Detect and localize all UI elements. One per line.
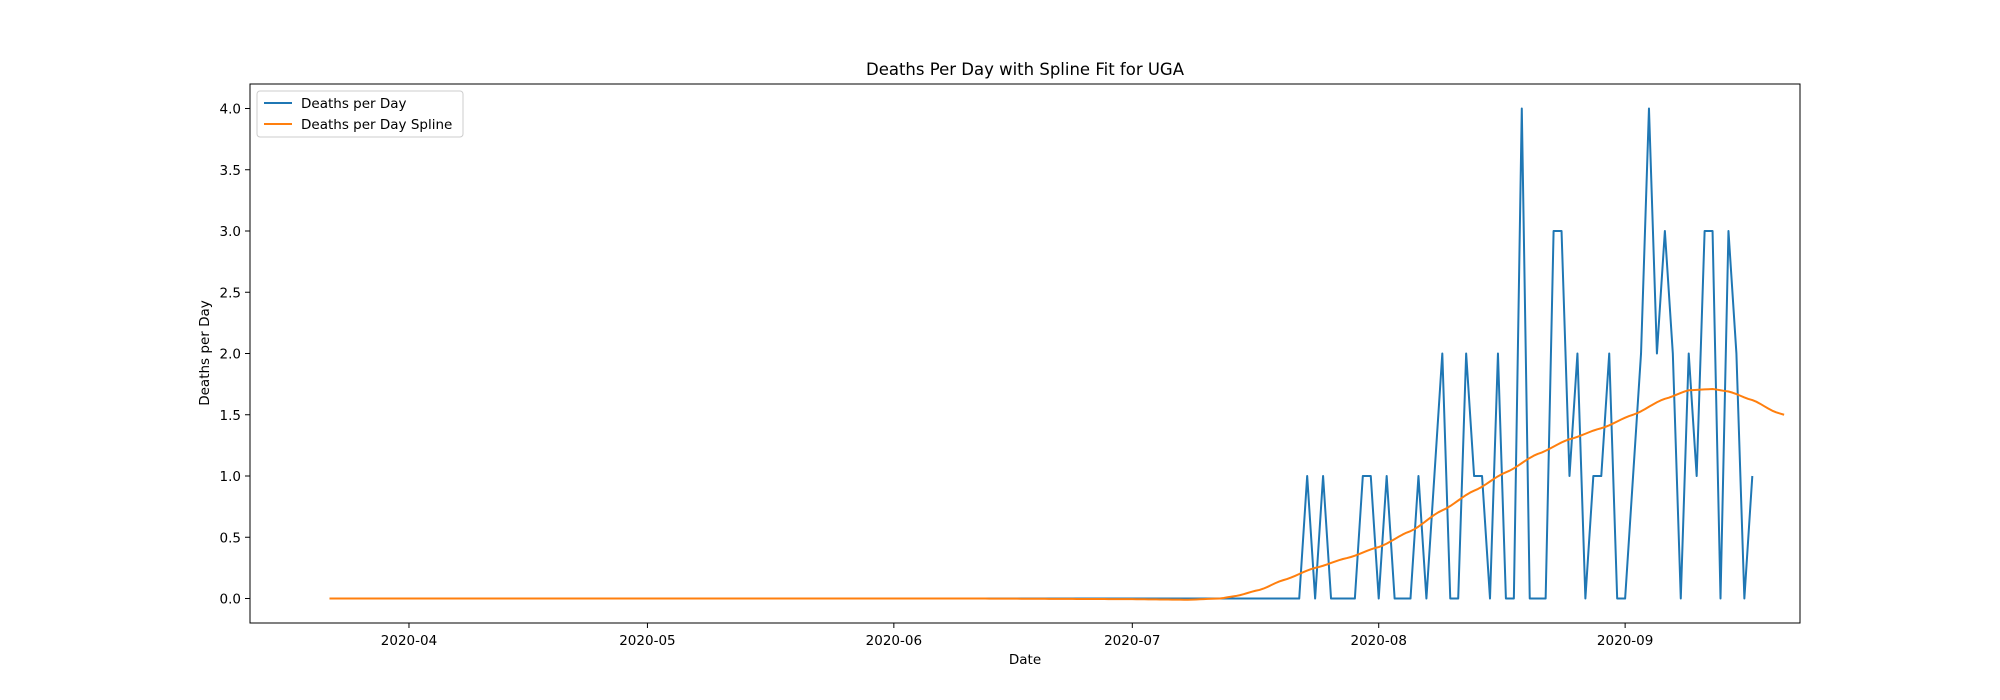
x-tick-label: 2020-09 xyxy=(1597,633,1653,649)
x-tick-label: 2020-07 xyxy=(1104,633,1160,649)
legend-label-spline: Deaths per Day Spline xyxy=(301,117,452,133)
y-tick-label: 1.0 xyxy=(220,469,241,485)
y-tick-label: 0.0 xyxy=(220,592,241,608)
y-tick-label: 2.0 xyxy=(220,347,241,363)
x-tick-label: 2020-08 xyxy=(1351,633,1407,649)
y-tick-label: 1.5 xyxy=(220,408,241,424)
y-tick-label: 3.0 xyxy=(220,224,241,240)
y-tick-label: 4.0 xyxy=(220,102,241,118)
y-tick-label: 0.5 xyxy=(220,530,241,546)
legend-box xyxy=(256,90,464,138)
x-tick-label: 2020-04 xyxy=(381,633,437,649)
x-tick-label: 2020-05 xyxy=(619,633,675,649)
x-tick-label: 2020-06 xyxy=(866,633,922,649)
chart-title: Deaths Per Day with Spline Fit for UGA xyxy=(866,60,1185,79)
y-axis-label: Deaths per Day xyxy=(197,300,213,406)
legend: Deaths per Day Deaths per Day Spline xyxy=(256,90,464,138)
series-line-spline xyxy=(329,388,1785,601)
y-tick-label: 3.5 xyxy=(220,163,241,179)
x-axis-label: Date xyxy=(1009,652,1041,668)
plot-area xyxy=(250,84,1800,623)
legend-label-deaths: Deaths per Day xyxy=(301,96,407,112)
y-tick-label: 2.5 xyxy=(220,285,241,301)
